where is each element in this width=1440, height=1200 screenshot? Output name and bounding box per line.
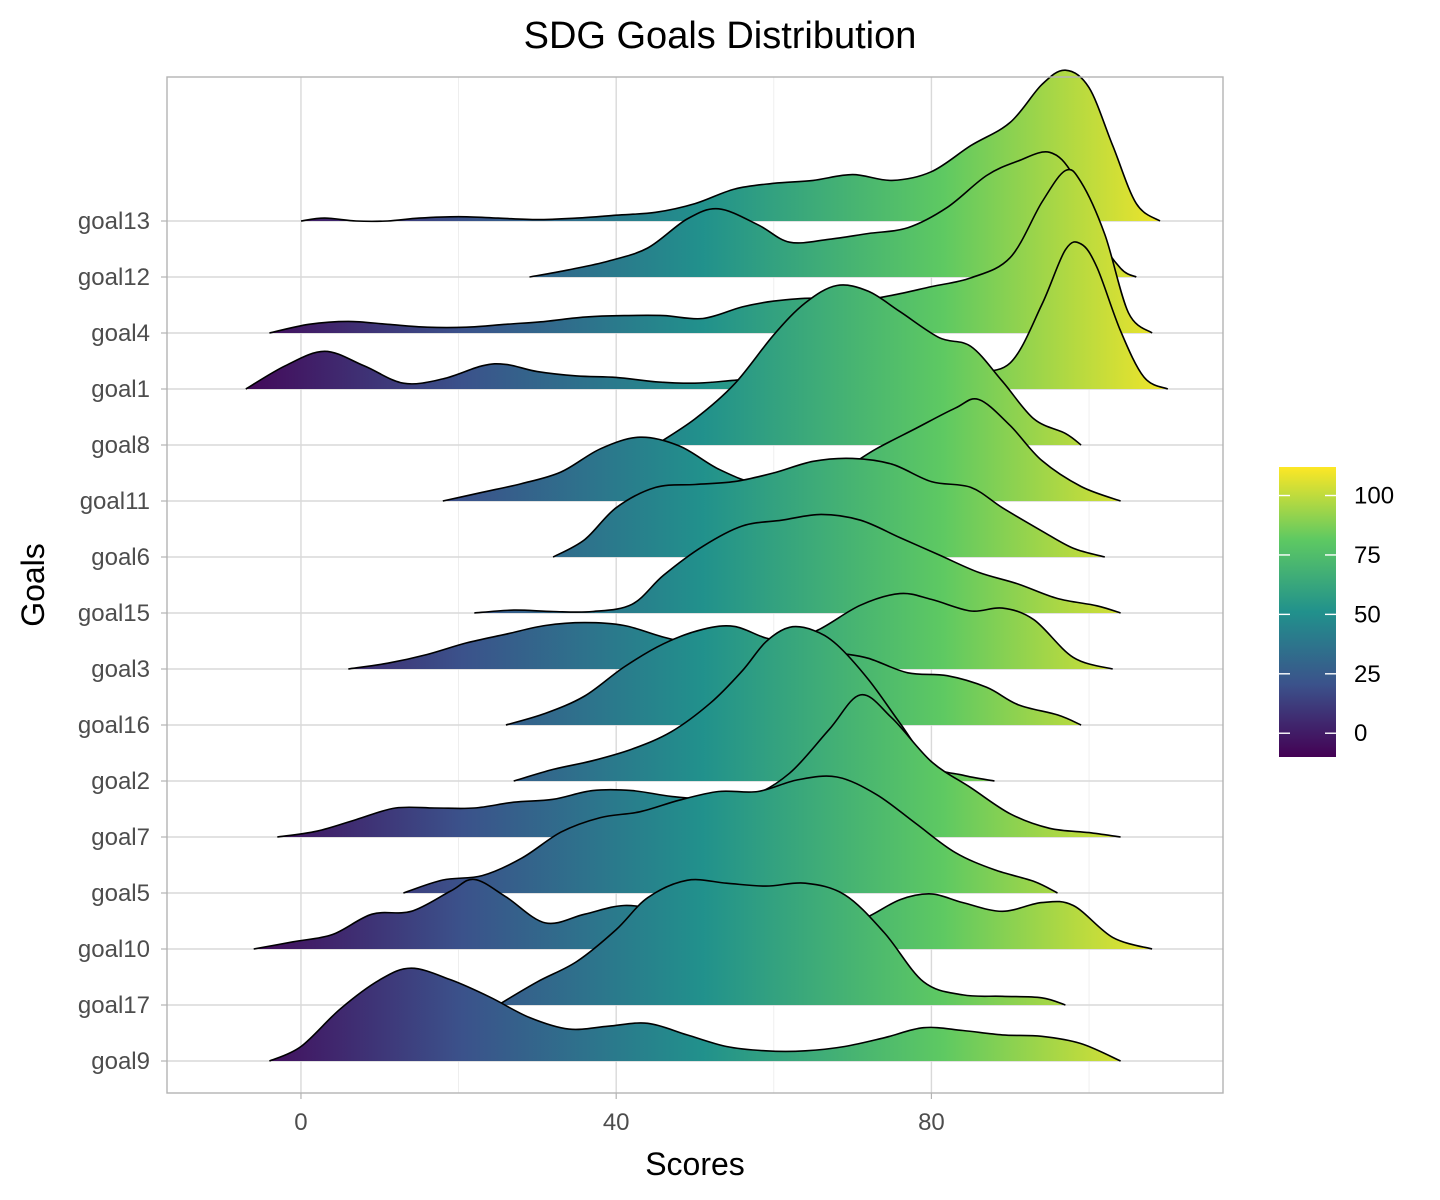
ridge-outline-goal6: [552, 457, 1106, 558]
y-axis-ticks: goal9 goal17 goal10 goal5 goal7 goal2 goal16 go…: [78, 208, 167, 1075]
colorbar: [1279, 467, 1336, 757]
ridge-goal5: [403, 775, 1058, 894]
ridge-goal13: [300, 69, 1161, 223]
ridge-fill-goal3: [348, 593, 1113, 669]
ridge-fill-goal7: [277, 694, 1121, 837]
ridge-outline-goal9: [269, 967, 1121, 1062]
legend-label: 0: [1354, 720, 1367, 747]
y-tick-label: goal15: [78, 600, 150, 627]
ridge-goal17: [497, 878, 1066, 1006]
y-tick-label: goal12: [78, 264, 150, 291]
y-tick-label: goal4: [91, 320, 150, 347]
y-tick-label: goal2: [91, 768, 150, 795]
ridge-fill-goal1: [245, 241, 1168, 389]
y-tick-label: goal5: [91, 880, 150, 907]
y-tick-label: goal11: [80, 488, 150, 515]
ridge-outline-goal4: [269, 168, 1153, 334]
y-tick-label: goal1: [91, 376, 150, 403]
y-tick-label: goal13: [78, 208, 150, 235]
x-tick-label: 80: [918, 1109, 945, 1136]
color-legend: 0 25 50 75 100: [1279, 467, 1394, 757]
y-tick-label: goal16: [78, 712, 150, 739]
x-tick-label: 0: [294, 1109, 307, 1136]
ridge-fill-goal13: [301, 70, 1160, 222]
ridge-fill-goal10: [253, 879, 1153, 949]
ridge-fill-goal9: [269, 968, 1121, 1061]
ridge-goal15: [474, 513, 1121, 614]
y-tick-label: goal8: [91, 432, 150, 459]
y-tick-label: goal9: [91, 1048, 150, 1075]
ridge-fill-goal11: [442, 398, 1121, 501]
chart-title: SDG Goals Distribution: [524, 15, 917, 57]
ridge-goal4: [269, 168, 1153, 334]
y-tick-label: goal7: [91, 824, 150, 851]
ridge-outline-goal17: [497, 878, 1066, 1006]
ridge-goal6: [552, 457, 1106, 558]
ridge-fill-goal12: [529, 151, 1137, 277]
ridge-fill-goal5: [403, 776, 1058, 893]
y-tick-label: goal17: [78, 992, 150, 1019]
ridge-fill-goal6: [553, 458, 1105, 557]
y-axis-title: Goals: [15, 543, 51, 627]
legend-label: 50: [1354, 601, 1381, 628]
y-tick-label: goal6: [91, 544, 150, 571]
plot-panel-border: [166, 76, 1224, 1094]
ridge-outline-goal8: [655, 284, 1082, 446]
ridge-goal9: [269, 967, 1121, 1062]
ridge-outline-goal15: [474, 513, 1121, 614]
ridge-fill-goal17: [498, 879, 1066, 1005]
x-axis-title: Scores: [645, 1146, 745, 1182]
ridge-fill-goal4: [269, 169, 1153, 333]
ridge-fill-goal15: [474, 514, 1121, 613]
y-tick-label: goal3: [91, 656, 150, 683]
x-tick-label: 40: [603, 1109, 630, 1136]
x-axis-ticks: 0 40 80: [294, 1093, 945, 1136]
legend-label: 25: [1354, 661, 1381, 688]
legend-label: 100: [1354, 483, 1394, 510]
y-tick-label: goal10: [78, 936, 150, 963]
ridge-layer: [245, 69, 1169, 1062]
legend-label: 75: [1354, 542, 1381, 569]
ridge-outline-goal13: [300, 69, 1161, 223]
ridge-outline-goal5: [403, 775, 1058, 894]
